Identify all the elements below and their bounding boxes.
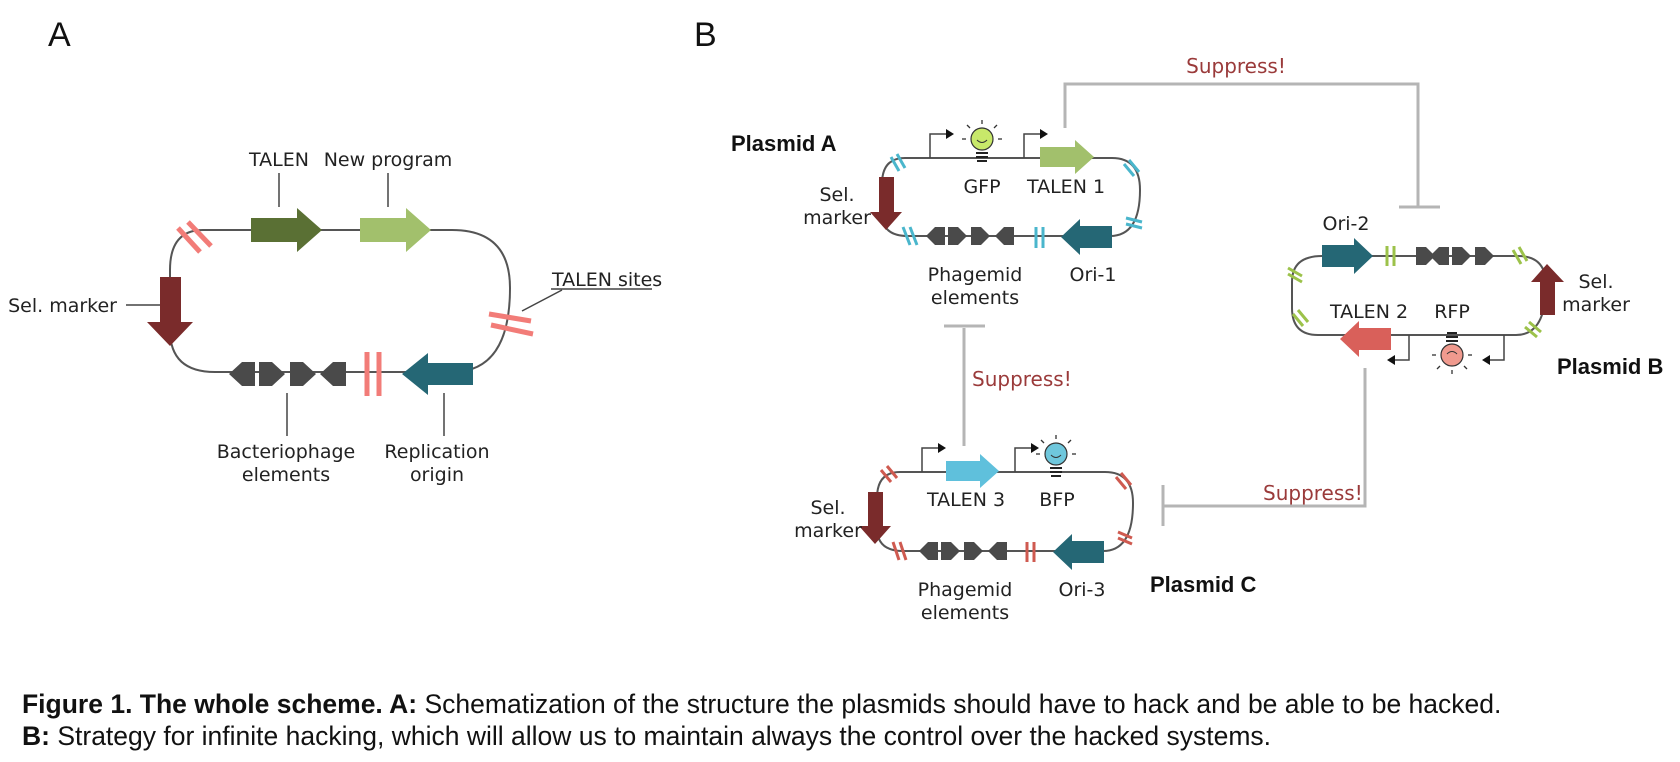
replication-origin-arrow bbox=[402, 353, 473, 395]
suppress-label-ab: Suppress! bbox=[1186, 54, 1286, 78]
caption-line-1-text: Schematization of the structure the plas… bbox=[417, 689, 1502, 719]
talen-1-arrow bbox=[1040, 140, 1094, 174]
caption-line-1: Figure 1. The whole scheme. A: Schematiz… bbox=[22, 688, 1672, 720]
ori-1-label: Ori-1 bbox=[1070, 264, 1117, 286]
caption-line-2: B: Strategy for infinite hacking, which … bbox=[22, 720, 1672, 752]
panel-label-b: B bbox=[694, 16, 717, 54]
bfp-bulb-icon bbox=[1036, 435, 1076, 477]
ori-2-arrow bbox=[1322, 238, 1373, 274]
figure-caption: Figure 1. The whole scheme. A: Schematiz… bbox=[22, 688, 1672, 752]
gfp-label: GFP bbox=[963, 176, 1000, 198]
plasmid-b: Ori-2 Sel. marker TALEN 2 RFP Plasmid B bbox=[1287, 213, 1663, 379]
talen-3-arrow bbox=[946, 454, 999, 488]
plasmid-a-sel-label-2: marker bbox=[803, 207, 871, 229]
panel-label-a: A bbox=[48, 16, 71, 54]
plasmid-c-phagemid-elements bbox=[919, 542, 1007, 560]
sel-marker-arrow bbox=[147, 277, 193, 346]
plasmid-c-site-marks bbox=[879, 465, 1133, 562]
plasmid-c-title: Plasmid C bbox=[1150, 572, 1256, 597]
figure-canvas: A TA bbox=[8, 16, 1663, 624]
plasmid-a-sel-marker-arrow bbox=[870, 177, 902, 230]
new-program-arrow bbox=[360, 208, 431, 252]
ori-1-arrow bbox=[1061, 219, 1112, 255]
replication-label-2: origin bbox=[410, 464, 464, 486]
bacteriophage-label-2: elements bbox=[242, 464, 330, 486]
ori-2-label: Ori-2 bbox=[1323, 213, 1370, 235]
talen-sites-label: TALEN sites bbox=[551, 269, 662, 291]
plasmid-c-backbone bbox=[876, 471, 1135, 552]
panel-a-plasmid: TALEN New program Sel. marker TALEN site… bbox=[8, 149, 662, 486]
plasmid-b-sel-label-2: marker bbox=[1562, 294, 1630, 316]
ori-3-arrow bbox=[1053, 534, 1104, 570]
plasmid-b-sel-label-1: Sel. bbox=[1578, 271, 1613, 293]
bacteriophage-label-1: Bacteriophage bbox=[217, 441, 355, 463]
plasmid-a-sel-label-1: Sel. bbox=[819, 184, 854, 206]
plasmid-a-phagemid-elements bbox=[926, 227, 1014, 245]
suppress-label-ac: Suppress! bbox=[972, 367, 1072, 391]
plasmid-a-phagemid-label-1: Phagemid bbox=[928, 264, 1023, 286]
suppression-lines bbox=[944, 82, 1440, 526]
phagemid-element bbox=[1475, 247, 1494, 265]
ori-3-label: Ori-3 bbox=[1059, 579, 1106, 601]
rfp-bulb-icon bbox=[1432, 332, 1472, 374]
rfp-label: RFP bbox=[1434, 301, 1470, 323]
suppress-label-bc: Suppress! bbox=[1263, 481, 1363, 505]
caption-b-bold: B: bbox=[22, 721, 50, 751]
talen-arrow bbox=[251, 208, 322, 252]
replication-label-1: Replication bbox=[384, 441, 489, 463]
phagemid-element bbox=[1416, 247, 1435, 265]
plasmid-c-sel-label-1: Sel. bbox=[810, 497, 845, 519]
talen-2-arrow bbox=[1340, 321, 1391, 357]
talen-3-label: TALEN 3 bbox=[926, 489, 1005, 511]
plasmid-c-sel-marker-arrow bbox=[859, 492, 891, 544]
plasmid-c-sel-label-2: marker bbox=[794, 520, 862, 542]
plasmid-b-phagemid-elements bbox=[1416, 247, 1494, 265]
plasmid-b-backbone bbox=[1291, 255, 1548, 336]
plasmid-c: Sel. marker TALEN 3 BFP Phagemid element… bbox=[794, 435, 1256, 624]
new-program-label: New program bbox=[324, 149, 453, 171]
plasmid-b-sel-marker-arrow bbox=[1531, 264, 1564, 315]
plasmid-b-title: Plasmid B bbox=[1557, 354, 1663, 379]
plasmid-a-phagemid-label-2: elements bbox=[931, 287, 1019, 309]
panel-a-backbone bbox=[169, 229, 512, 373]
bfp-label: BFP bbox=[1039, 489, 1074, 511]
phagemid-element bbox=[1452, 247, 1471, 265]
plasmid-c-phagemid-label-1: Phagemid bbox=[918, 579, 1013, 601]
plasmid-a: Plasmid A Sel. marker GFP TALEN 1 Phagem… bbox=[731, 120, 1143, 309]
plasmid-b-site-marks bbox=[1287, 246, 1542, 339]
bacteriophage-elements bbox=[229, 362, 346, 386]
phagemid-element bbox=[1430, 247, 1449, 265]
talen-1-label: TALEN 1 bbox=[1026, 176, 1105, 198]
caption-title-bold: Figure 1. The whole scheme. A: bbox=[22, 689, 418, 719]
plasmid-c-phagemid-label-2: elements bbox=[921, 602, 1009, 624]
gfp-bulb-icon bbox=[962, 120, 1002, 162]
talen-site-marks bbox=[176, 220, 534, 396]
plasmid-a-title: Plasmid A bbox=[731, 131, 837, 156]
sel-marker-label: Sel. marker bbox=[8, 295, 117, 317]
plasmid-a-site-marks bbox=[889, 153, 1143, 248]
talen-label: TALEN bbox=[248, 149, 309, 171]
caption-line-2-text: Strategy for infinite hacking, which wil… bbox=[49, 721, 1272, 751]
talen-2-label: TALEN 2 bbox=[1329, 301, 1408, 323]
